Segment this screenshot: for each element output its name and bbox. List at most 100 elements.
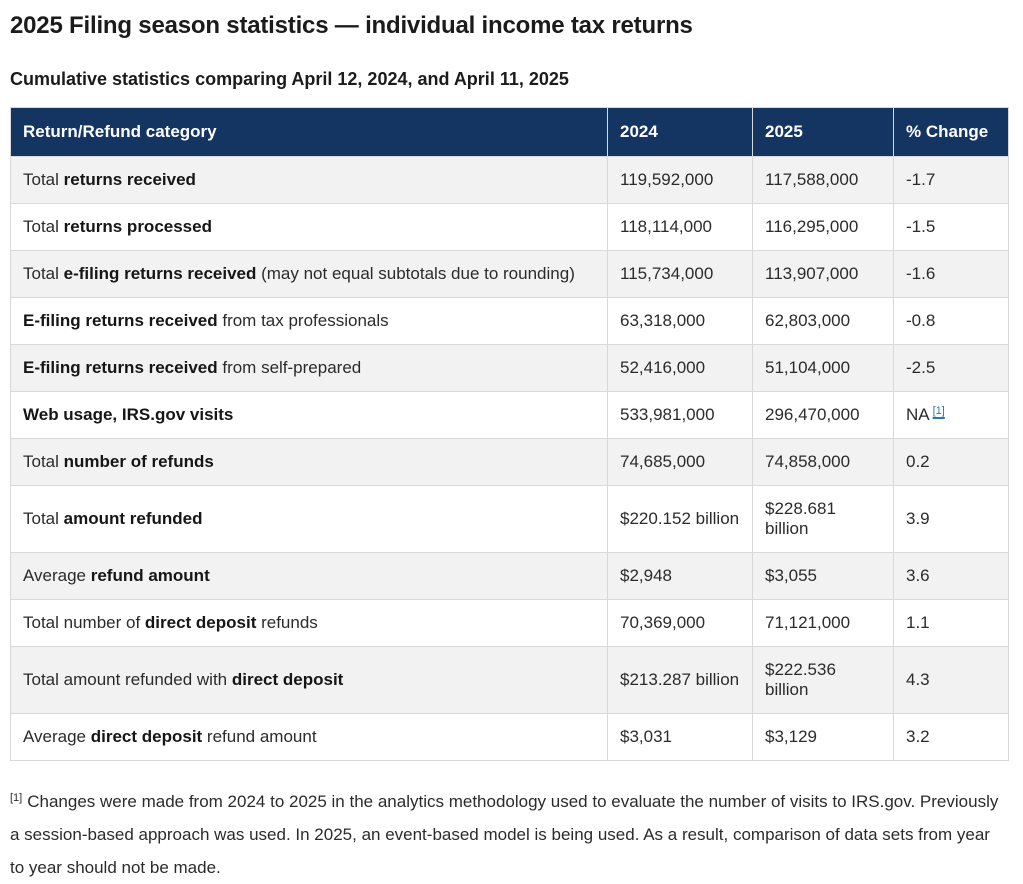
- value-2024-cell: $2,948: [607, 552, 753, 601]
- value-2025-cell: $3,055: [752, 552, 894, 601]
- value-2025-cell: 74,858,000: [752, 438, 894, 487]
- value-2024-cell: 115,734,000: [607, 250, 753, 299]
- category-text-bold: e-filing returns received: [63, 264, 257, 284]
- page-title: 2025 Filing season statistics — individu…: [10, 12, 693, 39]
- category-cell: Total returns processed: [10, 203, 608, 252]
- value-2024-cell: 52,416,000: [607, 344, 753, 393]
- category-cell: Total returns received: [10, 156, 608, 205]
- category-text: Total: [23, 170, 64, 190]
- table-row: Average direct deposit refund amount $3,…: [10, 713, 1009, 762]
- table-row: Total number of direct deposit refunds 7…: [10, 599, 1009, 648]
- table-row: Total amount refunded with direct deposi…: [10, 646, 1009, 715]
- category-text: Total number of: [23, 613, 145, 633]
- value-2025-cell: 51,104,000: [752, 344, 894, 393]
- category-cell: E-filing returns received from self-prep…: [10, 344, 608, 393]
- pct-change-cell: 3.2: [893, 713, 1009, 762]
- column-header-2025: 2025: [752, 107, 894, 158]
- table-header: Return/Refund category 2024 2025 % Chang…: [10, 107, 1009, 158]
- value-2025-cell: 62,803,000: [752, 297, 894, 346]
- value-2025-cell: 113,907,000: [752, 250, 894, 299]
- filing-statistics-table: Return/Refund category 2024 2025 % Chang…: [10, 107, 1009, 762]
- value-2025-cell: $222.536 billion: [752, 646, 894, 715]
- category-text-bold: E-filing returns received: [23, 358, 218, 378]
- footnote-marker: [1]: [10, 791, 23, 804]
- category-text-bold: Web usage, IRS.gov visits: [23, 405, 234, 425]
- page-subtitle: Cumulative statistics comparing April 12…: [10, 68, 569, 89]
- category-text-bold: direct deposit: [144, 613, 257, 633]
- pct-change-value: -0.8: [906, 311, 936, 331]
- category-text: refunds: [256, 613, 318, 633]
- footnote-text: Changes were made from 2024 to 2025 in t…: [10, 792, 999, 878]
- value-2025-cell: 116,295,000: [752, 203, 894, 252]
- value-2024-cell: 70,369,000: [607, 599, 753, 648]
- table-row: Total amount refunded $220.152 billion $…: [10, 485, 1009, 554]
- table-row: Average refund amount $2,948 $3,055 3.6: [10, 552, 1009, 601]
- category-text-bold: direct deposit: [90, 727, 203, 747]
- category-text: from self-prepared: [217, 358, 362, 378]
- category-text: Average: [23, 566, 91, 586]
- pct-change-cell: -1.6: [893, 250, 1009, 299]
- category-text-bold: refund amount: [90, 566, 210, 586]
- table-row: Total e-filing returns received (may not…: [10, 250, 1009, 299]
- category-text: Total: [23, 452, 64, 472]
- value-2024-cell: 533,981,000: [607, 391, 753, 440]
- pct-change-value: -2.5: [906, 358, 936, 378]
- category-text-bold: E-filing returns received: [23, 311, 218, 331]
- table-row: E-filing returns received from tax profe…: [10, 297, 1009, 346]
- pct-change-cell: -1.5: [893, 203, 1009, 252]
- table-row: Total returns received 119,592,000 117,5…: [10, 156, 1009, 205]
- category-text: Total: [23, 264, 64, 284]
- value-2024-cell: 63,318,000: [607, 297, 753, 346]
- category-cell: Total amount refunded with direct deposi…: [10, 646, 608, 715]
- pct-change-value: NA: [906, 405, 930, 425]
- column-header-pct-change: % Change: [893, 107, 1009, 158]
- value-2025-cell: $3,129: [752, 713, 894, 762]
- pct-change-cell: 1.1: [893, 599, 1009, 648]
- table-header-row: Return/Refund category 2024 2025 % Chang…: [10, 107, 1009, 158]
- category-cell: Average direct deposit refund amount: [10, 713, 608, 762]
- pct-change-cell: 4.3: [893, 646, 1009, 715]
- category-cell: E-filing returns received from tax profe…: [10, 297, 608, 346]
- category-cell: Total amount refunded: [10, 485, 608, 554]
- value-2024-cell: $220.152 billion: [607, 485, 753, 554]
- pct-change-cell: 0.2: [893, 438, 1009, 487]
- pct-change-cell: -0.8: [893, 297, 1009, 346]
- category-cell: Total number of refunds: [10, 438, 608, 487]
- category-text: from tax professionals: [217, 311, 389, 331]
- category-text-bold: direct deposit: [231, 670, 344, 690]
- value-2025-cell: 71,121,000: [752, 599, 894, 648]
- column-header-category: Return/Refund category: [10, 107, 608, 158]
- category-cell: Total number of direct deposit refunds: [10, 599, 608, 648]
- pct-change-cell: 3.6: [893, 552, 1009, 601]
- table-row: Total number of refunds 74,685,000 74,85…: [10, 438, 1009, 487]
- pct-change-value: 3.9: [906, 509, 930, 529]
- category-text-bold: returns processed: [63, 217, 212, 237]
- value-2024-cell: $3,031: [607, 713, 753, 762]
- value-2024-cell: $213.287 billion: [607, 646, 753, 715]
- value-2024-cell: 118,114,000: [607, 203, 753, 252]
- value-2025-cell: 117,588,000: [752, 156, 894, 205]
- category-cell: Average refund amount: [10, 552, 608, 601]
- category-text: Average: [23, 727, 91, 747]
- pct-change-value: 0.2: [906, 452, 930, 472]
- pct-change-cell: -1.7: [893, 156, 1009, 205]
- category-text: Total: [23, 509, 64, 529]
- column-header-2024: 2024: [607, 107, 753, 158]
- value-2025-cell: 296,470,000: [752, 391, 894, 440]
- footnote-link[interactable]: [1]: [932, 404, 945, 417]
- category-cell: Web usage, IRS.gov visits: [10, 391, 608, 440]
- pct-change-value: 3.2: [906, 727, 930, 747]
- value-2025-cell: $228.681 billion: [752, 485, 894, 554]
- footnote: [1] Changes were made from 2024 to 2025 i…: [10, 785, 1008, 884]
- pct-change-value: -1.7: [906, 170, 936, 190]
- category-text: Total amount refunded with: [23, 670, 232, 690]
- pct-change-value: -1.5: [906, 217, 936, 237]
- footnote-superscript: [1]: [933, 405, 945, 417]
- table-row: Total returns processed 118,114,000 116,…: [10, 203, 1009, 252]
- pct-change-cell: 3.9: [893, 485, 1009, 554]
- category-text-bold: number of refunds: [63, 452, 214, 472]
- category-text: (may not equal subtotals due to rounding…: [256, 264, 575, 284]
- value-2024-cell: 119,592,000: [607, 156, 753, 205]
- pct-change-cell: NA [1]: [893, 391, 1009, 440]
